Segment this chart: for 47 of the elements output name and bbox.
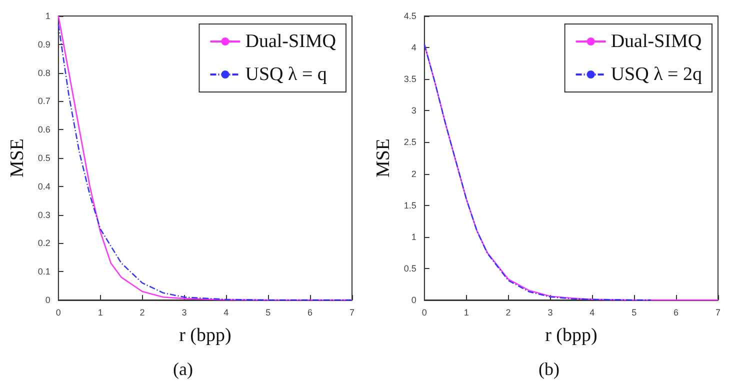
y-tick-label: 0.4 [38,181,50,192]
y-tick-label: 0.6 [38,124,50,135]
x-tick-label: 7 [349,308,355,318]
y-tick-label: 2 [411,168,416,179]
y-tick-label: 0.9 [38,39,50,50]
text: (b) [538,359,560,379]
x-tick-label: 7 [715,308,721,318]
x-tick-label: 0 [422,308,427,318]
y-tick-label: 0.5 [38,153,50,163]
legend-label: USQ λ = 2q [610,64,702,85]
y-tick-label: 2.5 [404,137,416,148]
legend-label: USQ λ = q [245,64,328,85]
text: (a) [173,359,193,379]
x-tick-label: 4 [224,308,229,318]
y-tick-label: 0 [411,295,416,305]
y-tick-label: 0.7 [38,96,50,106]
y-tick-label: 1 [45,11,50,21]
y-tick-label: 3 [411,106,416,116]
y-tick-label: 0.8 [38,68,50,78]
x-tick-label: 0 [56,308,61,318]
y-tick-label: 1.5 [404,200,416,210]
x-tick-label: 4 [590,308,595,318]
x-tick-label: 3 [182,308,187,318]
y-tick-label: 1 [411,232,416,242]
x-tick-label: 6 [308,308,313,318]
x-tick-label: 2 [140,308,145,318]
x-tick-label: 3 [548,308,553,318]
x-axis-title: r (bpp) [545,325,598,346]
legend-label: Dual-SIMQ [245,31,336,52]
y-tick-label: 0 [45,295,50,305]
y-axis-title: MSE [373,138,394,178]
x-tick-label: 1 [464,308,469,318]
y-tick-label: 4 [411,42,416,53]
y-tick-label: 0.2 [38,238,50,248]
y-tick-label: 0.1 [38,266,50,277]
x-tick-label: 5 [266,308,271,318]
y-tick-label: 3.5 [404,74,416,84]
y-tick-label: 0.5 [404,263,416,274]
x-tick-label: 2 [506,308,511,318]
y-tick-label: 0.3 [38,210,50,220]
x-tick-label: 6 [674,308,679,318]
y-axis-title: MSE [7,138,28,178]
x-tick-label: 1 [98,308,103,318]
x-tick-label: 5 [632,308,637,318]
legend-label: Dual-SIMQ [610,31,702,52]
x-axis-title: r (bpp) [179,325,232,346]
y-tick-label: 4.5 [404,11,416,21]
